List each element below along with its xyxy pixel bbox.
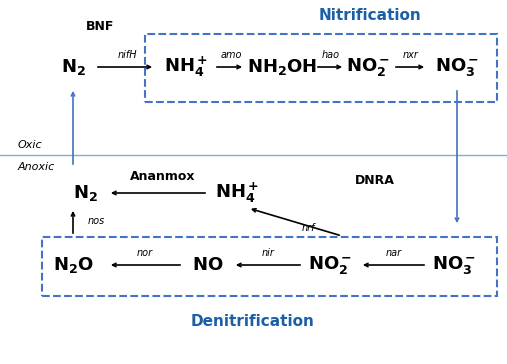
Text: Denitrification: Denitrification	[191, 314, 315, 329]
Text: $\mathbf{NO}$: $\mathbf{NO}$	[192, 256, 224, 274]
Text: nos: nos	[88, 216, 105, 226]
Text: Oxic: Oxic	[18, 140, 43, 150]
Bar	[42, 237, 497, 296]
Text: Ananmox: Ananmox	[130, 170, 196, 183]
Text: Anoxic: Anoxic	[18, 162, 55, 172]
Text: $\mathbf{N_2O}$: $\mathbf{N_2O}$	[53, 255, 93, 275]
Text: $\mathbf{N_2}$: $\mathbf{N_2}$	[73, 183, 97, 203]
Text: amo: amo	[220, 50, 242, 60]
Text: hao: hao	[322, 50, 340, 60]
Text: nifH: nifH	[117, 50, 137, 60]
Text: $\mathbf{NO_3^-}$: $\mathbf{NO_3^-}$	[435, 56, 479, 78]
Text: $\mathbf{NH_4^+}$: $\mathbf{NH_4^+}$	[215, 181, 259, 205]
Text: BNF: BNF	[86, 20, 114, 32]
Bar	[145, 34, 497, 102]
Text: nir: nir	[262, 248, 274, 258]
Text: DNRA: DNRA	[355, 174, 395, 187]
Text: $\mathbf{NO_2^-}$: $\mathbf{NO_2^-}$	[308, 254, 352, 276]
Text: $\mathbf{NH_2OH}$: $\mathbf{NH_2OH}$	[247, 57, 317, 77]
Text: Nitrification: Nitrification	[318, 8, 421, 24]
Text: nrf: nrf	[301, 223, 315, 233]
Text: nor: nor	[137, 248, 153, 258]
Text: nar: nar	[386, 248, 402, 258]
Text: $\mathbf{NH_4^+}$: $\mathbf{NH_4^+}$	[164, 55, 208, 79]
Text: $\mathbf{NO_2^-}$: $\mathbf{NO_2^-}$	[346, 56, 390, 78]
Text: nxr: nxr	[403, 50, 419, 60]
Text: $\mathbf{N_2}$: $\mathbf{N_2}$	[60, 57, 86, 77]
Text: $\mathbf{NO_3^-}$: $\mathbf{NO_3^-}$	[432, 254, 476, 276]
